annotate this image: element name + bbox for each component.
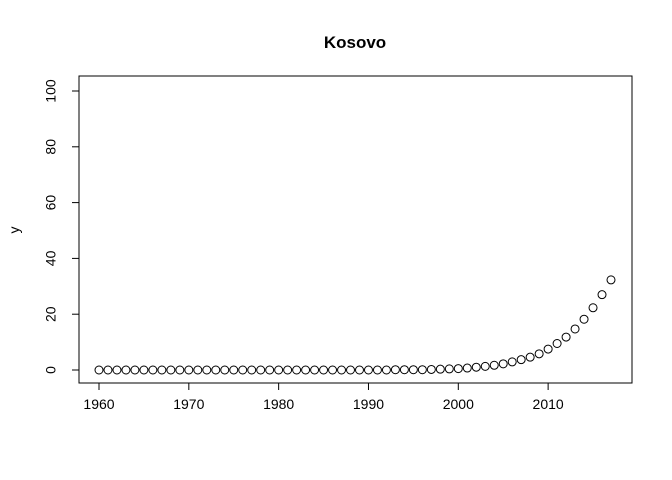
x-tick-label: 1960 xyxy=(83,396,114,412)
data-point xyxy=(292,365,302,375)
x-tick-label: 2000 xyxy=(443,396,474,412)
y-tick-label: 80 xyxy=(43,139,59,155)
data-point xyxy=(498,359,508,369)
data-point xyxy=(346,365,356,375)
data-point xyxy=(435,364,445,374)
y-tick-label: 40 xyxy=(43,250,59,266)
data-point xyxy=(606,275,616,285)
data-point xyxy=(453,364,463,374)
data-point xyxy=(148,365,158,375)
data-point xyxy=(211,365,221,375)
data-point xyxy=(112,365,122,375)
data-point xyxy=(94,365,104,375)
data-point xyxy=(247,365,257,375)
data-point xyxy=(516,355,526,365)
data-point xyxy=(390,365,400,375)
chart-title: Kosovo xyxy=(324,33,386,52)
x-tick-label: 1990 xyxy=(353,396,384,412)
data-point xyxy=(139,365,149,375)
data-point xyxy=(579,314,589,324)
y-axis-label: y xyxy=(6,227,22,234)
data-point xyxy=(310,365,320,375)
data-point xyxy=(444,364,454,374)
data-points xyxy=(94,275,616,375)
data-point xyxy=(283,365,293,375)
data-point xyxy=(175,365,185,375)
y-tick-label: 60 xyxy=(43,195,59,211)
x-axis: 1960 1970 1980 1990 2000 2010 xyxy=(83,382,564,412)
data-point xyxy=(381,365,391,375)
data-point xyxy=(597,290,607,300)
data-point xyxy=(184,365,194,375)
x-tick-label: 1970 xyxy=(173,396,204,412)
data-point xyxy=(202,365,212,375)
y-axis: 0 20 40 60 80 100 xyxy=(43,79,80,374)
data-point xyxy=(561,332,571,342)
data-point xyxy=(166,365,176,375)
data-point xyxy=(157,365,167,375)
data-point xyxy=(238,365,248,375)
data-point xyxy=(525,352,535,362)
data-point xyxy=(229,365,239,375)
data-point xyxy=(408,365,418,375)
data-point xyxy=(319,365,329,375)
data-point xyxy=(489,360,499,370)
data-point xyxy=(354,365,364,375)
y-tick-label: 0 xyxy=(43,366,59,374)
data-point xyxy=(130,365,140,375)
y-tick-label: 100 xyxy=(43,79,59,103)
x-tick-label: 1980 xyxy=(263,396,294,412)
data-point xyxy=(274,365,284,375)
data-point xyxy=(337,365,347,375)
data-point xyxy=(534,349,544,359)
data-point xyxy=(471,362,481,372)
data-point xyxy=(372,365,382,375)
plot-frame xyxy=(78,75,633,384)
data-point xyxy=(399,365,409,375)
data-point xyxy=(543,344,553,354)
data-point xyxy=(103,365,113,375)
data-point xyxy=(328,365,338,375)
data-point xyxy=(462,363,472,373)
data-point xyxy=(426,364,436,374)
data-point xyxy=(265,365,275,375)
data-point xyxy=(480,361,490,371)
data-point xyxy=(570,324,580,334)
x-tick-label: 2010 xyxy=(533,396,564,412)
data-point xyxy=(363,365,373,375)
y-tick-label: 20 xyxy=(43,306,59,322)
data-point xyxy=(193,365,203,375)
data-point xyxy=(552,338,562,348)
data-point xyxy=(507,357,517,367)
data-point xyxy=(256,365,266,375)
data-point xyxy=(417,365,427,375)
data-point xyxy=(121,365,131,375)
data-point xyxy=(220,365,230,375)
data-point xyxy=(588,303,598,313)
data-point xyxy=(301,365,311,375)
